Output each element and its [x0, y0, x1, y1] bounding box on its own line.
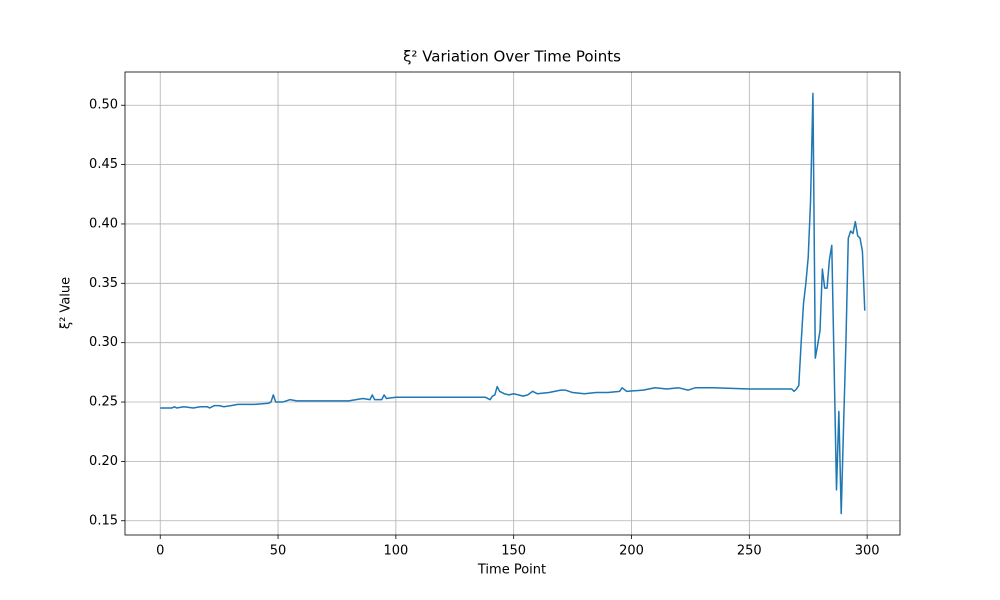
y-tick-label: 0.45	[89, 157, 118, 172]
chart-title: ξ² Variation Over Time Points	[403, 48, 621, 66]
y-tick-label: 0.50	[89, 98, 118, 113]
y-tick-label: 0.40	[89, 216, 118, 231]
y-axis-label: ξ² Value	[59, 277, 74, 329]
y-tick-label: 0.35	[89, 276, 118, 291]
x-tick-label: 200	[619, 544, 644, 559]
y-tick-label: 0.30	[89, 335, 118, 350]
plot-frame	[124, 71, 901, 536]
y-tick-label: 0.15	[89, 513, 118, 528]
x-tick-label: 100	[383, 544, 408, 559]
x-tick-label: 150	[501, 544, 526, 559]
x-tick-label: 0	[156, 544, 164, 559]
y-tick-label: 0.25	[89, 395, 118, 410]
x-tick-label: 250	[737, 544, 762, 559]
x-axis-label: Time Point	[477, 563, 546, 578]
y-tick-label: 0.20	[89, 454, 118, 469]
data-line	[160, 92, 866, 515]
x-tick-label: 300	[855, 544, 880, 559]
x-tick-label: 50	[270, 544, 287, 559]
